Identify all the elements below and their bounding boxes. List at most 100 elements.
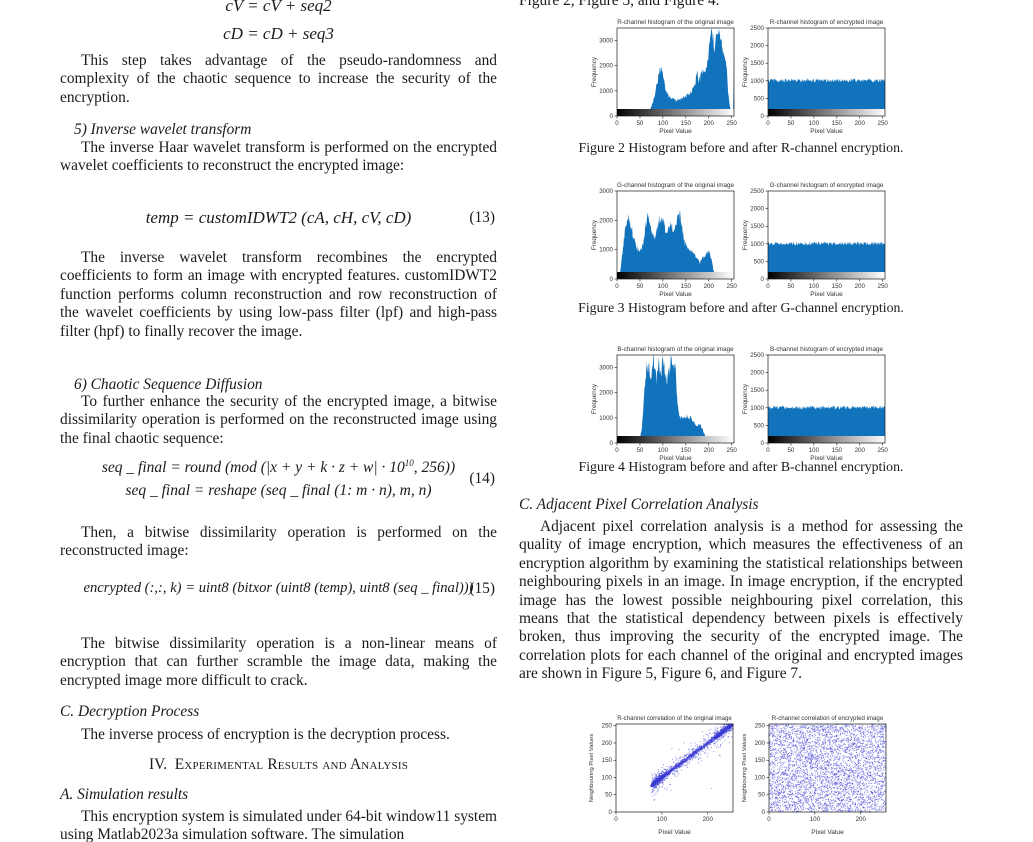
svg-text:150: 150: [681, 447, 692, 454]
svg-text:1000: 1000: [750, 405, 764, 412]
equation-cd: cD = cD + seq3: [60, 24, 497, 44]
heading-inverse-wavelet: 5) Inverse wavelet transform: [74, 121, 252, 138]
svg-text:Pixel Value: Pixel Value: [810, 455, 843, 462]
figure3-caption: Figure 3 Histogram before and after G-ch…: [578, 300, 904, 315]
svg-text:1500: 1500: [750, 223, 764, 230]
equation-15-number: (15): [469, 579, 495, 597]
svg-text:200: 200: [704, 447, 715, 454]
svg-text:500: 500: [754, 258, 765, 265]
svg-text:R-channel histogram of the ori: R-channel histogram of the original imag…: [617, 19, 734, 26]
svg-text:Neighbouring Pixel Values: Neighbouring Pixel Values: [589, 734, 595, 803]
svg-text:2000: 2000: [599, 217, 613, 224]
figure4-histogram-plots: 0 1000 2000 3000 0 50 100 150 200 250 B-channel hi…: [588, 343, 889, 466]
svg-text:100: 100: [658, 120, 669, 127]
svg-text:G-channel histogram of encrypt: G-channel histogram of encrypted image: [770, 182, 884, 189]
svg-text:Frequency: Frequency: [591, 219, 598, 250]
svg-text:Frequency: Frequency: [742, 56, 749, 87]
equation-cv-text: cV = cV + seq2: [225, 0, 332, 15]
svg-text:G-channel histogram of the ori: G-channel histogram of the original imag…: [617, 182, 734, 189]
heading-decryption-process: C. Decryption Process: [60, 703, 200, 720]
svg-text:50: 50: [787, 120, 794, 127]
svg-text:2000: 2000: [750, 43, 764, 50]
svg-text:250: 250: [878, 447, 889, 454]
svg-text:200: 200: [602, 740, 613, 747]
equation-13-number: (13): [469, 209, 495, 226]
svg-text:3000: 3000: [599, 188, 613, 195]
subplot-scatter-diag: 0 50 100 150 200 250 0 100 200 R-channel correlat…: [589, 715, 734, 836]
svg-text:Frequency: Frequency: [591, 56, 598, 87]
paragraph-idwt-intro: The inverse Haar wavelet transform is pe…: [60, 139, 497, 175]
paragraph-decryption: The inverse process of encryption is the…: [81, 726, 450, 743]
svg-text:0: 0: [610, 113, 614, 120]
svg-text:150: 150: [832, 283, 843, 290]
svg-text:1000: 1000: [599, 247, 613, 254]
svg-text:Frequency: Frequency: [742, 383, 749, 414]
svg-text:2500: 2500: [750, 25, 764, 32]
svg-text:100: 100: [809, 283, 820, 290]
svg-text:250: 250: [878, 120, 889, 127]
svg-text:250: 250: [727, 120, 738, 127]
svg-text:50: 50: [605, 792, 612, 799]
svg-text:0: 0: [761, 276, 765, 283]
svg-text:0: 0: [610, 276, 614, 283]
equation-14: seq _ final = round (mod (|x + y + k · z…: [60, 458, 497, 500]
svg-text:150: 150: [681, 120, 692, 127]
svg-text:Pixel Value: Pixel Value: [659, 455, 692, 462]
equation-14-line2-text: seq _ final = reshape (seq _ final (1: m…: [125, 482, 432, 500]
heading-simulation-results: A. Simulation results: [60, 786, 189, 803]
svg-text:3000: 3000: [599, 38, 613, 45]
subplot-hist: 0 1000 2000 3000 0 50 100 150 200 250 R-channel hi…: [591, 19, 738, 135]
figure2-histogram-plots: 0 1000 2000 3000 0 50 100 150 200 250 R-channel hi…: [588, 16, 889, 139]
heading-iv-text: Experimental Results and Analysis: [174, 756, 409, 773]
svg-text:Pixel Value: Pixel Value: [810, 128, 843, 135]
svg-text:150: 150: [832, 447, 843, 454]
svg-text:200: 200: [855, 283, 866, 290]
equation-14-line2: seq _ final = reshape (seq _ final (1: m…: [60, 482, 497, 500]
subplot-hist-flat: 0 500 1000 1500 2000 2500 0 50 100 150 200 250 G-cha…: [742, 182, 888, 298]
svg-text:250: 250: [727, 447, 738, 454]
equation-cv: cV = cV + seq2: [60, 0, 497, 16]
svg-text:200: 200: [704, 120, 715, 127]
svg-text:2000: 2000: [599, 390, 613, 397]
svg-text:50: 50: [636, 120, 643, 127]
svg-text:0: 0: [766, 283, 770, 290]
svg-text:B-channel histogram of the ori: B-channel histogram of the original imag…: [617, 346, 734, 353]
figure3-histogram-plots: 0 1000 2000 3000 0 50 100 150 200 250 G-channel hi…: [588, 179, 889, 302]
svg-text:100: 100: [809, 120, 820, 127]
svg-text:150: 150: [681, 283, 692, 290]
left-column: cV = cV + seq2 cD = cD + seq3 This step …: [60, 0, 497, 842]
svg-text:200: 200: [855, 447, 866, 454]
paragraph-diffusion: To further enhance the security of the e…: [60, 393, 497, 447]
svg-text:2500: 2500: [750, 188, 764, 195]
svg-text:0: 0: [615, 283, 619, 290]
svg-text:250: 250: [727, 283, 738, 290]
svg-text:0: 0: [766, 120, 770, 127]
svg-text:0: 0: [610, 440, 614, 447]
svg-text:100: 100: [658, 447, 669, 454]
svg-text:0: 0: [766, 447, 770, 454]
equation-13-body: temp = customIDWT2 (cA, cH, cV, cD): [145, 208, 412, 227]
subplot-hist-flat: 0 500 1000 1500 2000 2500 0 50 100 150 200 250 R-cha…: [742, 19, 889, 135]
equation-13: temp = customIDWT2 (cA, cH, cV, cD) (13): [60, 208, 497, 228]
svg-text:200: 200: [704, 283, 715, 290]
equation-cd-text: cD = cD + seq3: [223, 24, 334, 43]
svg-text:0: 0: [761, 440, 765, 447]
svg-text:0: 0: [614, 816, 618, 823]
figure2-caption: Figure 2 Histogram before and after R-ch…: [578, 140, 904, 155]
svg-text:1000: 1000: [599, 88, 613, 95]
svg-text:500: 500: [754, 95, 765, 102]
equation-14-number: (14): [469, 470, 495, 488]
svg-text:Pixel Value: Pixel Value: [659, 291, 692, 298]
svg-text:R-channel histogram of encrypt: R-channel histogram of encrypted image: [770, 19, 884, 26]
svg-text:Pixel Value: Pixel Value: [659, 128, 692, 135]
svg-text:150: 150: [602, 757, 613, 764]
heading-experimental-results: IV. Experimental Results and Analysis: [60, 756, 497, 774]
paragraph-correlation: Adjacent pixel correlation analysis is a…: [519, 518, 963, 683]
svg-text:Frequency: Frequency: [742, 219, 749, 250]
svg-text:100: 100: [657, 816, 668, 823]
svg-text:R-channel correlation of the o: R-channel correlation of the original im…: [617, 715, 732, 722]
equation-14-line1: seq _ final = round (mod (|x + y + k · z…: [60, 458, 497, 477]
equation-14-line1-post: , 256)): [413, 459, 456, 477]
